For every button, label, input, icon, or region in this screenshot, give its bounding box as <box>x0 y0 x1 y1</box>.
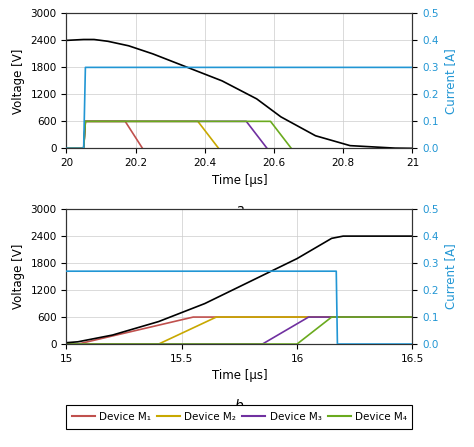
Text: a: a <box>235 203 244 217</box>
Y-axis label: Current [A]: Current [A] <box>444 48 457 114</box>
Y-axis label: Voltage [V]: Voltage [V] <box>12 48 25 114</box>
FancyBboxPatch shape <box>66 405 412 429</box>
X-axis label: Time [μs]: Time [μs] <box>211 173 267 186</box>
Text: b: b <box>235 399 244 413</box>
Y-axis label: Voltage [V]: Voltage [V] <box>12 244 25 309</box>
Y-axis label: Current [A]: Current [A] <box>444 244 457 309</box>
X-axis label: Time [μs]: Time [μs] <box>211 369 267 382</box>
Legend: Device M₁, Device M₂, Device M₃, Device M₄: Device M₁, Device M₂, Device M₃, Device … <box>69 409 410 425</box>
